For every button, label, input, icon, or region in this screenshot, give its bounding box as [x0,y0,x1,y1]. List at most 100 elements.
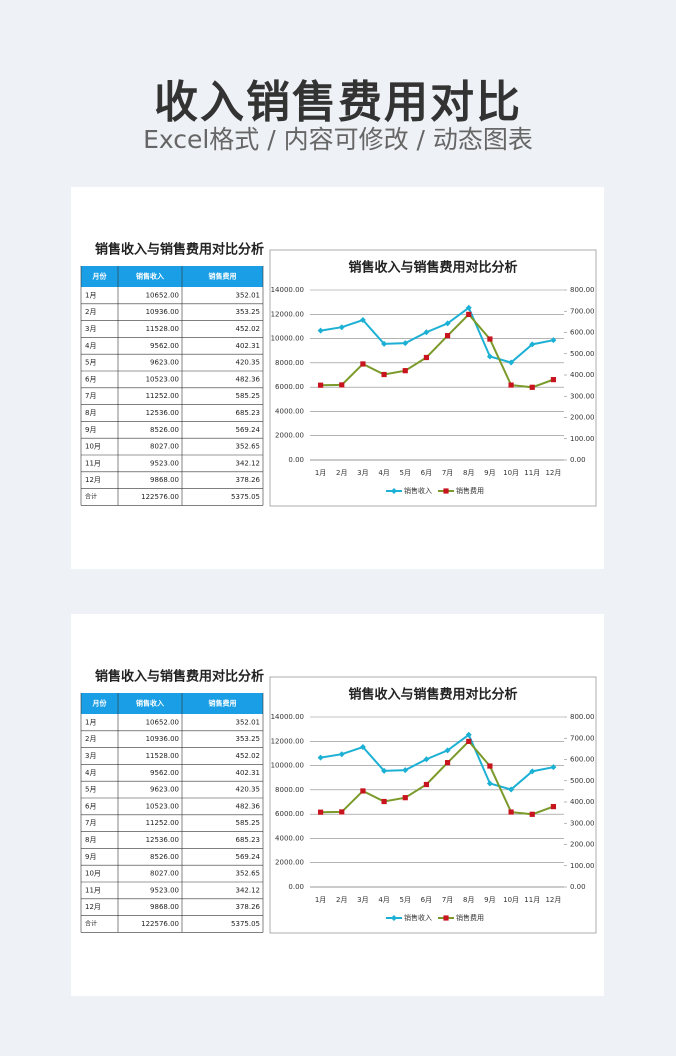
y2-tick-label: 400.00 [570,798,595,806]
table-cell: 452.02 [236,752,261,760]
table-cell: 11528.00 [146,325,179,333]
x-tick-label: 1月 [315,896,326,904]
y-tick-label: 2000.00 [275,859,304,867]
point [508,786,515,793]
table-cell: 402.31 [236,769,261,777]
table-cell: 420.35 [236,359,261,367]
point [444,333,451,339]
point [317,754,324,761]
y-tick-label: 4000.00 [275,407,304,415]
point [529,768,536,775]
point [423,756,430,763]
table-cell: 482.36 [236,375,261,383]
y2-tick-label: 300.00 [570,392,595,400]
point [381,340,388,347]
legend-label: 销售收入 [404,486,432,495]
point [465,304,472,311]
y2-tick-label: 600.00 [570,756,595,764]
y-tick-label: 4000.00 [275,834,304,842]
y-tick-label: 10000.00 [271,762,304,770]
point [444,747,451,754]
table-cell: 9868.00 [150,903,179,911]
x-tick-label: 5月 [400,896,411,904]
card: 销售收入与销售费用对比分析 月份 销售收入 销售费用 1月 10652.00 352.01 2… [71,187,604,569]
table-cell: 122576.00 [141,493,179,501]
table-cell: 7月 [85,392,96,400]
table-cell: 9562.00 [150,769,179,777]
legend-label: 销售收入 [404,913,432,922]
table-cell: 11月 [85,886,101,894]
point [550,377,557,383]
card: 销售收入与销售费用对比分析 月份 销售收入 销售费用 1月 10652.00 352.01 2… [71,614,604,996]
point [381,371,387,378]
point [508,382,514,388]
table-cell: 569.24 [236,853,261,861]
table-cell: 5月 [85,359,96,367]
table-cell: 585.25 [236,392,261,400]
table-title: 销售收入与销售费用对比分析 [95,242,264,258]
table-header: 销售收入 [135,272,164,281]
x-tick-label: 4月 [378,896,389,904]
table-cell: 10月 [85,870,101,878]
table-cell: 10652.00 [146,291,179,299]
series-line [320,306,554,364]
table-cell: 11528.00 [146,752,179,760]
table-cell: 8526.00 [150,853,179,861]
table-cell: 3月 [85,325,96,333]
y-tick-label: 14000.00 [271,713,304,721]
series-line [320,733,554,791]
table-cell: 352.65 [236,870,261,878]
legend-marker [391,488,397,494]
point [550,764,557,771]
point [466,311,472,317]
y-tick-label: 12000.00 [271,310,304,318]
x-tick-label: 3月 [357,896,368,904]
y-tick-label: 6000.00 [275,810,304,818]
point [487,763,493,769]
y2-tick-label: 800.00 [570,286,595,294]
table-cell: 9月 [85,426,96,434]
x-tick-label: 11月 [524,896,540,904]
table-header: 月份 [92,272,108,281]
point [317,809,324,815]
table-cell: 9623.00 [150,359,179,367]
table-header-bg [81,693,263,714]
table-cell: 420.35 [236,786,261,794]
point [359,744,366,751]
point [360,788,366,794]
table-cell: 合计 [85,920,97,928]
table-cell: 11252.00 [146,392,179,400]
point [317,327,324,334]
y2-tick-label: 0.00 [570,456,586,464]
x-tick-label: 10月 [503,469,519,477]
point [529,384,535,390]
point [402,368,408,374]
table-cell: 5375.05 [231,920,260,928]
x-tick-label: 10月 [503,896,519,904]
y2-tick-label: 700.00 [570,307,595,315]
x-tick-label: 6月 [421,896,432,904]
y-tick-label: 8000.00 [275,786,304,794]
table-cell: 合计 [85,493,97,501]
y2-tick-label: 200.00 [570,841,595,849]
table-cell: 10652.00 [146,718,179,726]
point [444,760,451,766]
point [529,341,536,348]
page-title: 收入销售费用对比 [154,77,522,128]
table-cell: 5375.05 [231,493,260,501]
point [465,731,472,738]
x-tick-label: 9月 [484,896,495,904]
table-cell: 378.26 [236,476,261,484]
x-tick-label: 4月 [378,469,389,477]
table-header: 销售费用 [208,699,237,708]
point [359,317,366,324]
y2-tick-label: 100.00 [570,862,595,870]
table-cell: 10月 [85,443,101,451]
x-tick-label: 5月 [400,469,411,477]
x-tick-label: 12月 [545,469,561,477]
chart-frame [269,676,597,934]
point [339,809,345,815]
x-tick-label: 7月 [442,896,453,904]
